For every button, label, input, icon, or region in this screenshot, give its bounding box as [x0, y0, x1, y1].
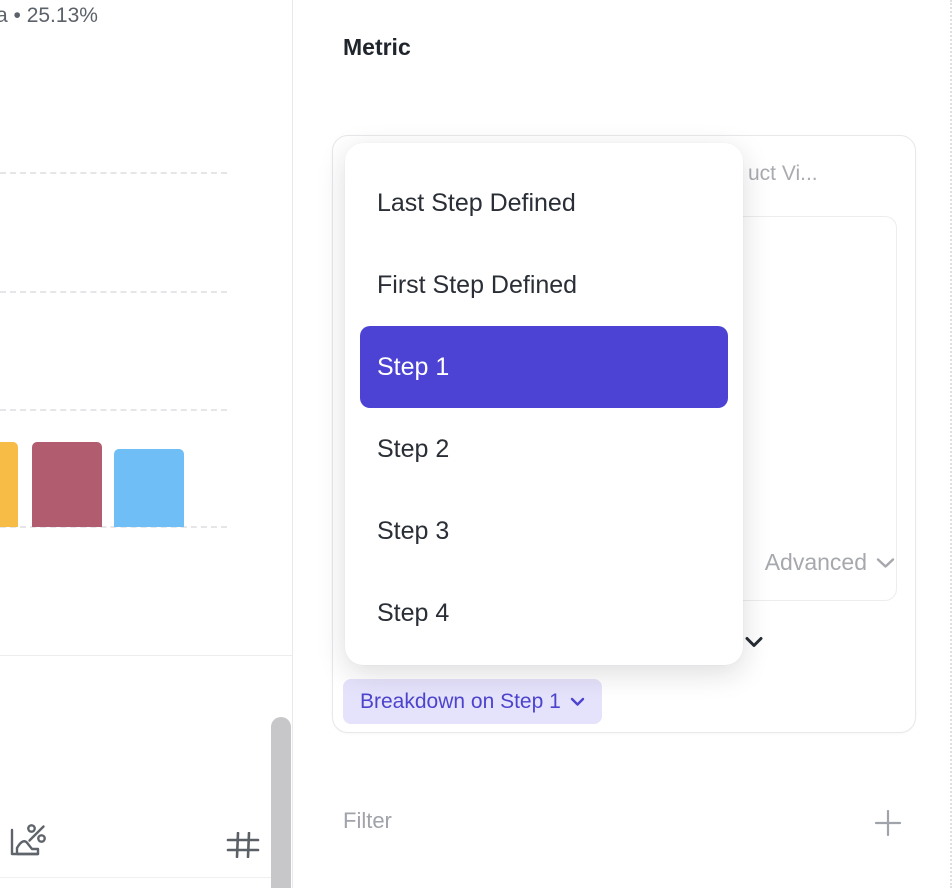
chart-bar-3[interactable]: [114, 449, 184, 527]
expand-chevron-down-icon[interactable]: [745, 636, 763, 649]
metric-editor-panel: Metric uct Vi... Advanced Breakdown on S…: [293, 0, 952, 888]
dropdown-item-step-3[interactable]: Step 3: [377, 516, 450, 545]
dropdown-item-first-step-defined[interactable]: First Step Defined: [377, 270, 578, 299]
breakdown-label: Breakdown on Step 1: [360, 689, 561, 713]
gridline: [0, 291, 227, 293]
advanced-toggle[interactable]: Advanced: [765, 549, 895, 576]
step-selector-dropdown: Last Step Defined First Step Defined Ste…: [345, 143, 743, 665]
add-filter-button[interactable]: [874, 809, 902, 837]
metric-section-title: Metric: [343, 34, 411, 60]
breakdown-on-step-button[interactable]: Breakdown on Step 1: [343, 679, 602, 724]
series-legend-fragment: a • 25.13%: [0, 4, 98, 27]
hash-grid-icon[interactable]: [226, 832, 260, 858]
chart-panel: a • 25.13%: [0, 0, 293, 888]
vertical-scrollbar[interactable]: [271, 717, 291, 888]
dropdown-item-step-2[interactable]: Step 2: [377, 434, 450, 463]
chart-percent-icon[interactable]: [8, 821, 46, 859]
dropdown-item-step-4[interactable]: Step 4: [377, 598, 450, 627]
chevron-down-icon: [876, 557, 895, 569]
panel-divider: [0, 655, 293, 656]
gridline: [0, 409, 227, 411]
dropdown-item-step-1-selected[interactable]: Step 1: [360, 326, 728, 408]
gridline: [0, 172, 227, 174]
gridline-baseline: [0, 526, 227, 528]
panel-resize-handle[interactable]: [950, 0, 952, 888]
advanced-label: Advanced: [764, 549, 867, 575]
event-name-truncated[interactable]: uct Vi...: [748, 162, 818, 185]
dropdown-item-last-step-defined[interactable]: Last Step Defined: [377, 188, 576, 217]
panel-divider: [0, 877, 272, 878]
chart-bar-2[interactable]: [32, 442, 102, 527]
chart-bar-1[interactable]: [0, 442, 18, 527]
filter-section-title: Filter: [343, 808, 392, 833]
chevron-down-icon: [570, 697, 585, 707]
